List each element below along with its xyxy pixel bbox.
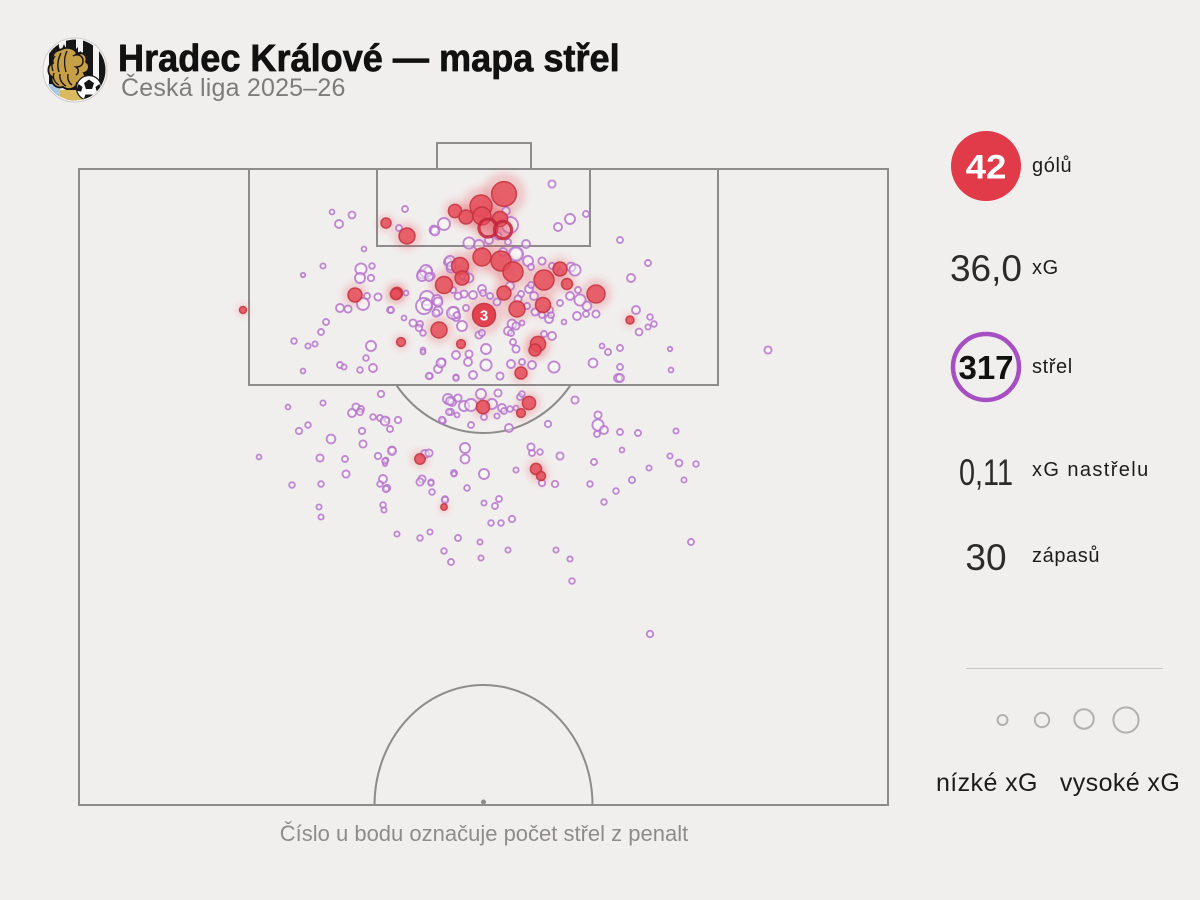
svg-text:317: 317 [958,349,1013,386]
svg-text:42: 42 [966,149,1007,186]
svg-text:3: 3 [480,308,488,325]
